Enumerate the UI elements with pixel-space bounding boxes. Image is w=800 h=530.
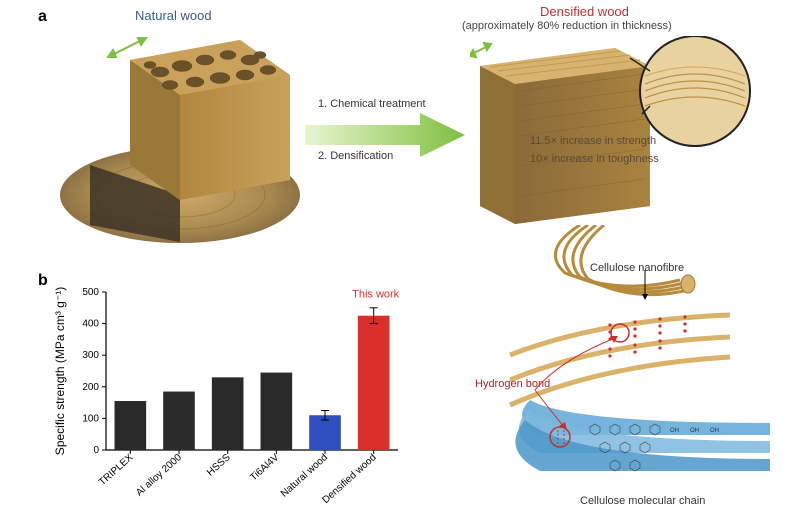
svg-text:100: 100 bbox=[82, 413, 99, 424]
svg-text:TRIPLEX: TRIPLEX bbox=[97, 452, 136, 488]
inset-strength: 11.5× increase in strength bbox=[530, 135, 656, 147]
svg-text:200: 200 bbox=[82, 382, 99, 393]
svg-text:500: 500 bbox=[82, 287, 99, 298]
svg-text:0: 0 bbox=[93, 445, 99, 456]
densified-subtitle: (approximately 80% reduction in thicknes… bbox=[462, 20, 672, 32]
natural-wood-block bbox=[50, 20, 310, 250]
svg-text:300: 300 bbox=[82, 350, 99, 361]
process-step-1: 1. Chemical treatment bbox=[318, 98, 426, 110]
svg-text:400: 400 bbox=[82, 319, 99, 330]
inset-toughness: 10× increase in toughness bbox=[530, 153, 659, 165]
specific-strength-chart: 0 100 200 300 400 500 Specific strength (MPa c… bbox=[48, 278, 408, 528]
densified-wood-title: Densified wood bbox=[540, 4, 629, 19]
svg-text:OH: OH bbox=[710, 428, 719, 434]
svg-text:This work: This work bbox=[352, 289, 400, 301]
svg-text:Natural wood: Natural wood bbox=[279, 452, 330, 500]
svg-text:OH: OH bbox=[670, 428, 679, 434]
svg-text:OH: OH bbox=[690, 428, 699, 434]
hbond-connector bbox=[495, 330, 645, 440]
svg-text:Al alloy 2000: Al alloy 2000 bbox=[134, 452, 184, 499]
svg-text:Specific strength (MPa cm³ g⁻¹: Specific strength (MPa cm³ g⁻¹) bbox=[53, 287, 67, 455]
panel-b-label: b bbox=[38, 272, 48, 290]
process-step-2: 2. Densification bbox=[318, 150, 393, 162]
svg-text:HSSS: HSSS bbox=[205, 452, 233, 479]
svg-text:Ti6Al4V: Ti6Al4V bbox=[248, 452, 281, 484]
panel-a-label: a bbox=[38, 8, 47, 26]
chain-label: Cellulose molecular chain bbox=[580, 495, 705, 507]
nanofibre-label: Cellulose nanofibre bbox=[590, 262, 684, 274]
